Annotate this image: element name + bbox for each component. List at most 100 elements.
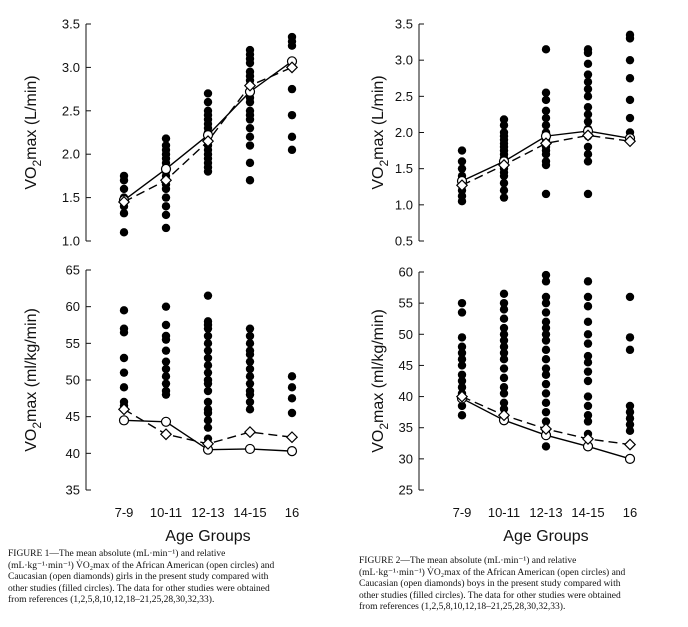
other-study-point — [499, 171, 509, 181]
y-tick-label: 2.5 — [395, 89, 413, 104]
other-study-point — [161, 193, 171, 202]
other-study-point — [457, 411, 467, 420]
y-axis-title-main: VO — [370, 430, 387, 453]
other-study-point — [541, 160, 551, 170]
figure-1-caption: FIGURE 1—The mean absolute (mL·min⁻¹) an… — [8, 549, 326, 607]
other-study-point — [499, 373, 509, 383]
other-study-point — [457, 348, 467, 358]
caption-line: from references (1,2,5,8,10,12,18–21,25,… — [359, 602, 566, 612]
x-tick-label: 16 — [623, 505, 637, 520]
other-study-point — [119, 209, 129, 218]
other-study-point — [625, 345, 635, 355]
other-study-point — [583, 367, 593, 376]
other-study-point — [457, 370, 467, 379]
y-axis-title: VO2max (L/min) — [23, 75, 44, 189]
other-study-point — [499, 121, 509, 130]
other-study-point — [245, 350, 255, 359]
caption-line: FIGURE 1—The mean absolute (mL·min⁻¹) an… — [8, 549, 226, 559]
other-study-point — [499, 186, 509, 195]
x-tick-label: 7-9 — [115, 505, 134, 520]
x-tick-label: 12-13 — [529, 505, 562, 520]
other-study-point — [457, 401, 467, 411]
y-axis-title-subscript: 2 — [377, 423, 391, 430]
other-study-point — [541, 317, 551, 327]
caucasian-point — [455, 390, 469, 403]
other-study-point — [287, 408, 297, 418]
other-study-point — [583, 317, 593, 327]
other-study-point — [499, 305, 509, 314]
y-tick-label: 50 — [399, 327, 413, 342]
african-american-point — [624, 453, 636, 464]
african-american-point — [118, 415, 130, 426]
caption-line: (mL·kg⁻¹·min⁻¹) V̇O₂max of the African A… — [359, 567, 626, 578]
caucasian-point — [201, 135, 215, 148]
other-study-point — [583, 92, 593, 101]
panel-girls-relative: 35 40 45 50 55 60 65 VO2max (ml/kg/min) 7-9 10-11… — [23, 263, 299, 546]
other-study-point — [499, 342, 509, 351]
other-study-point — [287, 383, 297, 392]
other-study-point — [119, 383, 129, 392]
y-axis-title-main: VO — [370, 167, 387, 190]
y-tick-label: 50 — [66, 373, 80, 388]
other-study-point — [541, 336, 551, 345]
caption-line: FIGURE 2—The mean absolute (mL·min⁻¹) an… — [359, 556, 577, 566]
other-study-point — [541, 364, 551, 373]
other-study-point — [499, 323, 509, 333]
other-study-point — [245, 158, 255, 168]
caucasian-point — [497, 159, 511, 172]
caucasian-point — [159, 428, 173, 441]
other-study-point — [161, 223, 171, 233]
other-study-point — [541, 113, 551, 123]
caption-line: (mL·kg⁻¹·min⁻¹) V̇O₂max of the African A… — [8, 560, 275, 571]
caucasian-point — [623, 438, 637, 451]
other-study-point — [457, 342, 467, 351]
other-study-point — [161, 320, 171, 330]
other-study-point — [583, 142, 593, 152]
y-tick-label: 60 — [66, 299, 80, 314]
other-study-point — [203, 89, 213, 98]
other-study-point — [499, 330, 509, 339]
other-study-point — [541, 189, 551, 199]
x-tick-label: 16 — [285, 505, 299, 520]
y-axis-title: VO2max (ml/kg/min) — [23, 308, 44, 452]
other-study-point — [541, 150, 551, 159]
y-tick-label: 35 — [66, 483, 80, 498]
y-tick-label: 3.5 — [395, 17, 413, 32]
caucasian-point — [539, 137, 553, 150]
other-study-point — [161, 372, 171, 381]
other-study-point — [541, 355, 551, 364]
caption-line: from references (1,2,5,8,10,12,18–21,25,… — [8, 595, 215, 605]
other-study-point — [541, 292, 551, 302]
y-tick-label: 55 — [66, 336, 80, 351]
other-study-point — [541, 308, 551, 317]
other-study-point — [161, 390, 171, 399]
y-axis-title-main: VO — [23, 167, 40, 190]
other-study-point — [457, 146, 467, 155]
y-axis-title-rest: max (ml/kg/min) — [23, 308, 40, 422]
caucasian-point — [623, 135, 637, 148]
other-study-point — [457, 298, 467, 308]
other-study-point — [161, 357, 171, 366]
other-study-point — [245, 372, 255, 381]
x-axis-title: Age Groups — [503, 528, 588, 545]
other-study-point — [245, 58, 255, 68]
y-tick-label: 1.5 — [395, 161, 413, 176]
other-study-point — [499, 404, 509, 414]
other-study-point — [583, 401, 593, 411]
caucasian-point — [581, 129, 595, 142]
other-study-point — [457, 361, 467, 370]
other-study-point — [583, 48, 593, 58]
other-study-point — [583, 358, 593, 367]
other-study-point — [625, 55, 635, 65]
other-study-point — [541, 95, 551, 105]
other-study-point — [161, 184, 171, 194]
other-study-point — [583, 110, 593, 119]
other-study-point — [583, 376, 593, 386]
other-study-point — [245, 357, 255, 366]
y-tick-label: 40 — [399, 389, 413, 404]
caucasian-point — [201, 437, 215, 450]
african-american-point — [160, 416, 172, 427]
y-tick-label: 1.0 — [395, 197, 413, 212]
caption-line: other studies (filled circles). The data… — [8, 583, 270, 594]
y-tick-label: 3.0 — [62, 60, 80, 75]
